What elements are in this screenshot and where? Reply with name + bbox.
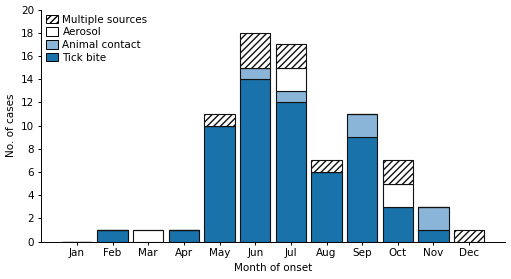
Bar	[276, 68, 306, 91]
Bar	[347, 114, 377, 137]
Bar	[240, 33, 270, 68]
Bar	[419, 230, 449, 242]
X-axis label: Month of onset: Month of onset	[234, 263, 312, 273]
Bar	[347, 137, 377, 242]
Bar	[204, 114, 235, 126]
Bar	[311, 172, 342, 242]
Bar	[276, 102, 306, 242]
Bar	[383, 184, 413, 207]
Bar	[169, 230, 199, 242]
Bar	[311, 160, 342, 172]
Bar	[454, 230, 484, 242]
Bar	[276, 44, 306, 68]
Bar	[419, 207, 449, 230]
Y-axis label: No. of cases: No. of cases	[6, 94, 15, 157]
Bar	[276, 91, 306, 102]
Bar	[240, 79, 270, 242]
Bar	[240, 68, 270, 79]
Bar	[98, 230, 128, 242]
Bar	[383, 160, 413, 184]
Legend: Multiple sources, Aerosol, Animal contact, Tick bite: Multiple sources, Aerosol, Animal contac…	[44, 13, 150, 65]
Bar	[383, 207, 413, 242]
Bar	[204, 126, 235, 242]
Bar	[133, 230, 164, 242]
